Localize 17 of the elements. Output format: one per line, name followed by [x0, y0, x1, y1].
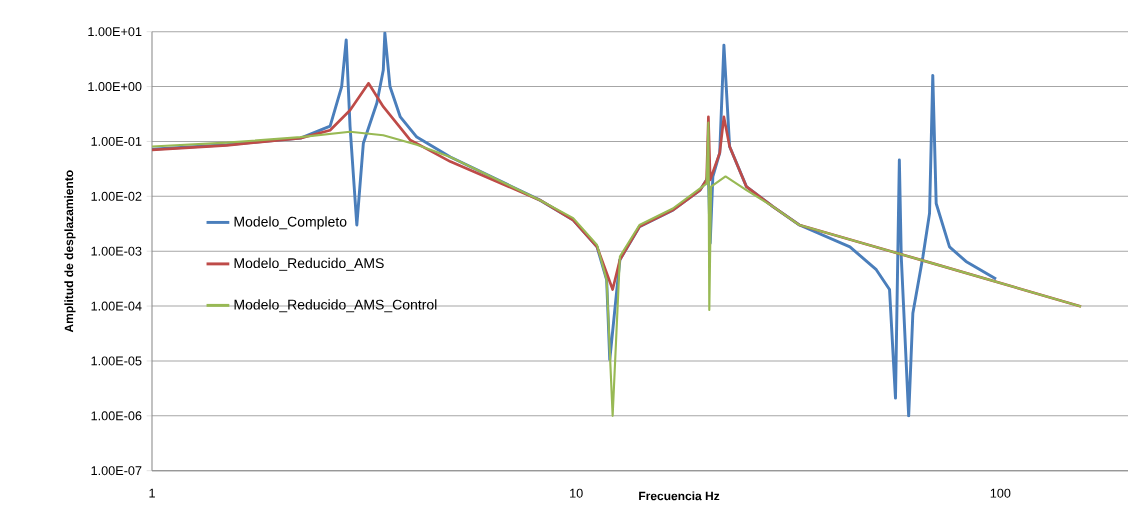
y-axis-title: Amplitud de desplazamiento [64, 170, 76, 333]
y-tick-label: 1.00E-04 [91, 301, 142, 311]
y-tick-label: 1.00E+01 [88, 27, 142, 37]
y-tick-label: 1.00E-01 [91, 136, 142, 146]
y-tick-label: 1.00E-02 [91, 191, 142, 201]
y-tick-label: 1.00E-07 [91, 466, 142, 476]
x-tick-label: 10 [570, 488, 583, 498]
y-tick-label: 1.00E+00 [88, 82, 142, 92]
legend-label: Modelo_Completo [234, 216, 347, 230]
legend-label: Modelo_Reducido_AMS_Control [234, 299, 437, 313]
legend-label: Modelo_Reducido_AMS [234, 257, 384, 271]
y-tick-label: 1.00E-06 [91, 411, 142, 421]
x-tick-label: 100 [990, 488, 1011, 498]
x-tick-label: 1 [149, 488, 155, 498]
y-tick-label: 1.00E-05 [91, 356, 142, 366]
x-axis-title: Frecuencia Hz [639, 491, 720, 501]
y-tick-label: 1.00E-03 [91, 246, 142, 256]
